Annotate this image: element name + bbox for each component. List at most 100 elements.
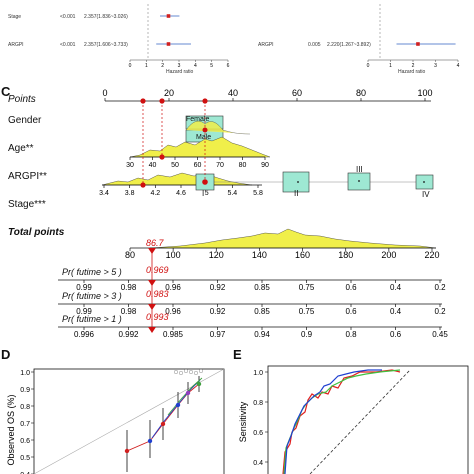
- forest-left-marks: [156, 14, 191, 46]
- row-label-points: Points: [8, 94, 36, 105]
- pr3-ticks-label: 0.92: [210, 307, 226, 316]
- pr1-value: 0.993: [146, 312, 169, 322]
- age-ticks: 30 40 50 60 70 80 90: [126, 157, 269, 169]
- stage-label-i: I: [202, 189, 204, 198]
- roc-ytick-label: 1.0: [253, 370, 263, 377]
- stage-dot-iv: [423, 181, 425, 183]
- calibration-frame: [33, 368, 225, 474]
- pr3-value: 0.983: [146, 289, 169, 299]
- age-ticks-label: 80: [239, 162, 247, 169]
- pr5-ticks: 0.99 0.98 0.96 0.92 0.85 0.75 0.6 0.4 0.2: [76, 280, 446, 292]
- pr5-ticks-label: 0.92: [210, 283, 226, 292]
- argpi-ticks: 3.4 3.8 4.2 4.6 5 5.4 5.8: [99, 185, 263, 197]
- points-ticks-label: 40: [228, 88, 238, 98]
- age-ticks-label: 50: [171, 162, 179, 169]
- calibration-panel: D 0.4 0.5 0.6 0.7 0.8 0.9 1.0 Observed OS (%): [1, 347, 225, 474]
- age-ticks-label: 30: [126, 162, 134, 169]
- forest-left-tick-label: 3: [178, 63, 181, 69]
- argpi-ticks-label: 5.8: [253, 190, 263, 197]
- forest-plot-left: Stage <0.001 2.357(1.836~3.026) ARGPI <0…: [8, 4, 230, 75]
- points-ticks-label: 100: [417, 88, 432, 98]
- age-ticks-label: 40: [149, 162, 157, 169]
- total-ticks-label: 80: [125, 250, 135, 260]
- stage-label-ii: II: [294, 189, 298, 198]
- calibration-top-dots: [173, 368, 204, 376]
- pr3-ticks-label: 0.96: [165, 307, 181, 316]
- stage-dot-iii: [358, 180, 360, 182]
- points-ticks-label: 80: [356, 88, 366, 98]
- pr1-ticks-label: 0.45: [432, 330, 448, 339]
- roc-frame: [267, 365, 469, 474]
- panel-letter-e: E: [233, 347, 242, 362]
- forest-row-label-stage: Stage: [8, 14, 21, 20]
- total-ticks-label: 100: [166, 250, 181, 260]
- calib-line-blue: [151, 379, 201, 439]
- pr3-ticks-label: 0.6: [345, 307, 357, 316]
- roc-curve-green: [283, 369, 401, 474]
- calib-point-green: [196, 381, 202, 387]
- forest-left-point: [166, 14, 171, 18]
- total-ticks-label: 180: [338, 250, 353, 260]
- forest-row-hr-stage: 2.357(1.836~3.026): [84, 14, 128, 20]
- calibration-ytick-label: 0.9: [20, 387, 30, 394]
- age-point: [159, 154, 165, 160]
- roc-curve-red: [282, 369, 401, 474]
- points-ticks: 0 20 40 60 80 100: [102, 88, 433, 101]
- row-label-pr3: Pr( futime > 3 ): [62, 291, 122, 301]
- calibration-ytick-label: 0.8: [20, 404, 30, 411]
- forest-right-tick-label: 3: [434, 63, 437, 69]
- calibration-ytick-label: 0.4: [20, 472, 30, 474]
- forest-left-ticks: 0 1 2 3 4 5 6: [129, 60, 230, 69]
- forest-right-xlabel: Hazard ratio: [398, 69, 425, 75]
- pr1-marker: [148, 327, 156, 333]
- forest-right-row-label: ARGPI: [258, 42, 274, 48]
- pr5-ticks-label: 0.96: [165, 283, 181, 292]
- calib-top-dot: [198, 368, 204, 374]
- calib-top-dot: [178, 370, 184, 376]
- forest-right-point: [416, 42, 420, 46]
- pr5-ticks-label: 0.98: [121, 283, 137, 292]
- forest-left-tick-label: 6: [227, 63, 230, 69]
- stage-dot-ii: [297, 181, 299, 183]
- forest-right-tick-label: 1: [389, 63, 392, 69]
- argpi-point: [140, 182, 146, 188]
- pr1-ticks-label: 0.992: [118, 330, 139, 339]
- forest-row-pvalue-stage: <0.001: [60, 14, 76, 20]
- roc-ylabel: Sensitivity: [238, 401, 248, 442]
- argpi-ticks-label: 5.4: [227, 190, 237, 197]
- pr3-ticks-label: 0.85: [254, 307, 270, 316]
- forest-right-row-hr: 2.220(1.267~3.892): [327, 42, 371, 48]
- total-ticks: 80 100 120 140 160 180 200 220: [125, 248, 440, 260]
- pr5-ticks-label: 0.4: [390, 283, 402, 292]
- calib-line-red: [126, 383, 200, 452]
- roc-panel: E 0.4 0.6 0.8 1.0 Sensitivity: [233, 347, 469, 474]
- pr3-ticks-label: 0.98: [121, 307, 137, 316]
- pr1-ticks-label: 0.996: [74, 330, 95, 339]
- pr5-ticks-label: 0.85: [254, 283, 270, 292]
- calib-top-dot: [193, 370, 199, 376]
- forest-left-point: [166, 42, 171, 46]
- calib-point-blue: [175, 402, 181, 408]
- roc-ytick-label: 0.4: [253, 460, 263, 467]
- calibration-ytick-label: 1.0: [20, 370, 30, 377]
- gender-density: [185, 120, 251, 135]
- row-label-total: Total points: [8, 227, 65, 238]
- forest-plot-right: ARGPI 0.005 2.220(1.267~3.892) 0 1 2 3 4 Haz…: [258, 4, 460, 75]
- forest-right-tick-label: 4: [457, 63, 460, 69]
- points-mark-argpi: [140, 98, 146, 104]
- pr1-ticks-label: 0.6: [390, 330, 402, 339]
- total-ticks-label: 140: [252, 250, 267, 260]
- total-ticks-label: 220: [424, 250, 439, 260]
- row-label-argpi: ARGPI**: [8, 171, 47, 182]
- total-value: 86.7: [146, 238, 165, 248]
- forest-right-marks: [396, 42, 456, 46]
- pr1-ticks-label: 0.8: [345, 330, 357, 339]
- age-ticks-label: 90: [261, 162, 269, 169]
- row-label-age: Age**: [8, 143, 34, 154]
- pr1-ticks-label: 0.94: [254, 330, 270, 339]
- pr5-value: 0.969: [146, 265, 169, 275]
- pr5-ticks-label: 0.75: [299, 283, 315, 292]
- pr3-ticks: 0.99 0.98 0.96 0.92 0.85 0.75 0.6 0.4 0.2: [76, 304, 446, 316]
- pr1-ticks-label: 0.985: [163, 330, 184, 339]
